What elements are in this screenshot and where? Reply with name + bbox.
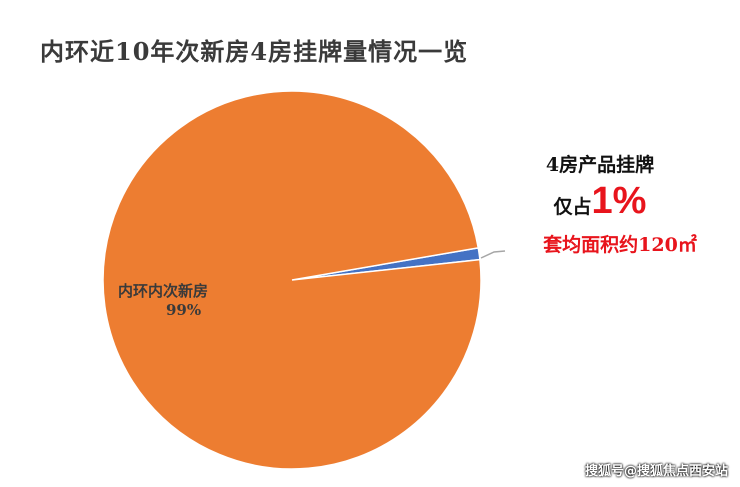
pie-slice-other <box>102 90 482 470</box>
annotation-percent: 1% <box>591 180 647 222</box>
leader-line <box>480 250 506 259</box>
orange-slice-label: 内环内次新房 99% <box>118 280 268 319</box>
annotation-prefix: 仅占 <box>553 196 592 218</box>
slice-label-name: 内环内次新房 <box>118 282 209 300</box>
watermark: 搜狐号@搜狐焦点西安站 <box>584 464 728 479</box>
annotation-line1: 4房产品挂牌 <box>545 154 655 176</box>
chart-title: 内环近10年次新房4房挂牌量情况一览 <box>40 37 469 66</box>
annotation-line3: 套均面积约120㎡ <box>543 234 697 256</box>
annotation-line2: 仅占1% <box>520 180 680 223</box>
slice-label-value: 99% <box>166 301 202 319</box>
